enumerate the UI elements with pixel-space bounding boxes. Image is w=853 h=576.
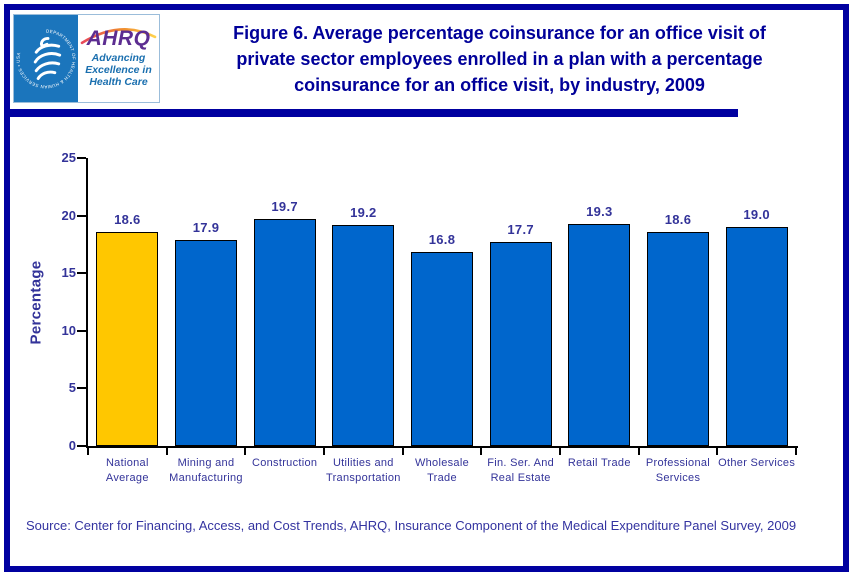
bar-retail-trade [568, 223, 631, 446]
header-divider-bar [4, 109, 738, 117]
bar-value-label: 17.9 [192, 219, 220, 235]
category-label: National Average [105, 457, 149, 484]
hhs-seal: DEPARTMENT OF HEALTH & HUMAN SERVICES • … [14, 15, 78, 102]
x-tick-mark [323, 448, 325, 455]
category-label: Wholesale Trade [414, 457, 470, 484]
y-tick-label: 5 [68, 380, 76, 396]
bar-value-label: 16.8 [428, 232, 456, 248]
bar-wholesale-trade [411, 252, 473, 446]
x-tick-mark [401, 448, 404, 455]
bar-other-services [725, 227, 788, 446]
x-tick-mark [637, 448, 640, 455]
y-tick-label: 10 [61, 322, 76, 338]
ahrq-logo: AHRQ Advancing Excellence in Health Care [78, 15, 159, 102]
x-tick-mark [480, 448, 483, 455]
bar-value-label: 17.7 [507, 222, 534, 238]
bar-value-label: 18.6 [114, 211, 141, 227]
category-label: Fin. Ser. And Real Estate [487, 457, 555, 484]
bar-mining-and-manufacturing [175, 239, 237, 446]
category-label: Professional Services [645, 457, 711, 484]
y-tick-mark [77, 445, 86, 447]
x-tick-mark [87, 448, 89, 455]
bar-fin-ser-and-real-estate [489, 242, 552, 446]
x-tick-mark [559, 448, 561, 455]
y-tick-mark [77, 387, 86, 390]
hhs-eagle-icon [33, 36, 62, 81]
figure-title: Figure 6. Average percentage coinsurance… [233, 23, 766, 95]
bar-chart: Percentage 0 5 10 15 20 25 18.6 National Averag… [10, 120, 843, 484]
ahrq-wordmark: AHRQ [86, 27, 151, 50]
y-axis-label: Percentage [18, 158, 54, 446]
bar-construction [253, 219, 316, 446]
bar-value-label: 19.0 [743, 207, 770, 223]
y-tick-mark [77, 272, 86, 275]
bar-value-label: 19.2 [350, 204, 377, 220]
bar-professional-services [647, 231, 709, 446]
bar-value-label: 19.3 [586, 203, 613, 219]
bar-value-label: 18.6 [664, 211, 692, 227]
plot-area: 0 5 10 15 20 25 18.6 National Average 17.9 Mining… [62, 150, 798, 484]
figure-panel: DEPARTMENT OF HEALTH & HUMAN SERVICES • … [4, 4, 849, 572]
y-tick-label: 15 [61, 265, 76, 281]
y-tick-mark [77, 214, 86, 217]
y-tick-label: 25 [61, 150, 76, 165]
category-label: Construction [251, 457, 318, 469]
category-label: Retail Trade [567, 457, 631, 469]
hhs-ahrq-logo: DEPARTMENT OF HEALTH & HUMAN SERVICES • … [13, 14, 160, 103]
category-label: Mining and Manufacturing [169, 457, 243, 484]
bar-value-label: 19.7 [271, 199, 298, 215]
x-tick-mark [795, 448, 797, 455]
source-note: Source: Center for Financing, Access, an… [26, 518, 797, 533]
ahrq-tagline: Advancing Excellence in Health Care [85, 52, 152, 88]
x-tick-mark [165, 448, 168, 455]
y-tick-mark [77, 329, 86, 332]
x-axis-line [86, 446, 798, 448]
bar-utilities-and-transportation [332, 224, 395, 446]
y-tick-mark [77, 157, 86, 159]
category-label: Other Services [718, 457, 796, 469]
x-tick-mark [716, 448, 719, 455]
x-tick-mark [244, 448, 247, 455]
ahrq-rainbow-arc-icon [80, 28, 157, 45]
category-label: Utilities and Transportation [325, 457, 401, 484]
y-axis-line [86, 158, 88, 448]
y-tick-label: 0 [68, 438, 76, 453]
bar-national-average [96, 231, 159, 446]
hhs-seal-icon: DEPARTMENT OF HEALTH & HUMAN SERVICES • … [16, 29, 77, 90]
y-tick-label: 20 [61, 207, 76, 223]
